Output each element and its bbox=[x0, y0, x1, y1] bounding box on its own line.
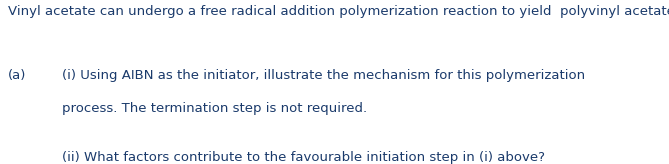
Text: (ii) What factors contribute to the favourable initiation step in (i) above?: (ii) What factors contribute to the favo… bbox=[62, 151, 545, 164]
Text: (a): (a) bbox=[8, 69, 26, 82]
Text: Vinyl acetate can undergo a free radical addition polymerization reaction to yie: Vinyl acetate can undergo a free radical… bbox=[8, 5, 669, 18]
Text: (i) Using AIBN as the initiator, illustrate the mechanism for this polymerizatio: (i) Using AIBN as the initiator, illustr… bbox=[62, 69, 585, 82]
Text: process. The termination step is not required.: process. The termination step is not req… bbox=[62, 102, 367, 115]
